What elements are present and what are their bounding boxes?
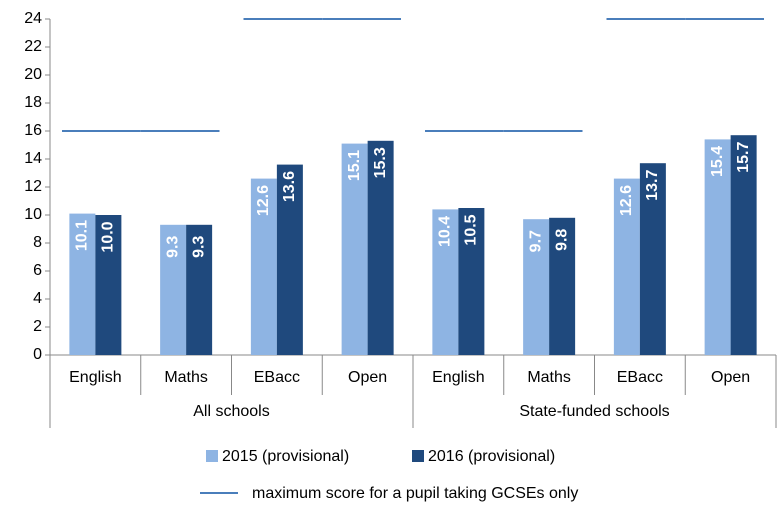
- bar: [186, 224, 213, 355]
- bar: [704, 139, 731, 355]
- value-label: 10.5: [463, 214, 480, 245]
- value-label: 15.7: [735, 142, 752, 173]
- y-tick-label: 2: [33, 318, 42, 335]
- group-label: State-funded schools: [519, 403, 669, 420]
- value-label: 15.3: [372, 147, 389, 178]
- y-tick-label: 4: [33, 290, 42, 307]
- value-label: 10.0: [100, 221, 117, 252]
- y-tick-label: 16: [24, 122, 42, 139]
- x-tick-label: Open: [711, 369, 750, 386]
- y-tick-label: 18: [24, 94, 42, 111]
- y-tick-label: 22: [24, 38, 42, 55]
- x-tick-label: Open: [348, 369, 387, 386]
- bar: [523, 219, 550, 355]
- value-label: 9.8: [553, 229, 570, 251]
- bar: [639, 163, 666, 355]
- bar: [276, 164, 303, 355]
- bar: [69, 213, 96, 355]
- y-tick-label: 6: [33, 262, 42, 279]
- y-tick-label: 12: [24, 178, 42, 195]
- bar: [341, 143, 368, 355]
- legend-swatch: [206, 450, 218, 462]
- legend-label: 2016 (provisional): [428, 448, 555, 465]
- bar: [549, 217, 576, 355]
- x-tick-label: Maths: [527, 369, 571, 386]
- value-label: 10.4: [437, 216, 454, 247]
- y-tick-label: 0: [33, 346, 42, 363]
- value-label: 13.7: [644, 170, 661, 201]
- y-tick-label: 24: [24, 10, 42, 27]
- y-tick-label: 8: [33, 234, 42, 251]
- x-tick-label: EBacc: [617, 369, 663, 386]
- value-label: 12.6: [618, 185, 635, 216]
- bar: [730, 135, 757, 355]
- value-label: 9.3: [190, 236, 207, 258]
- x-tick-label: EBacc: [254, 369, 300, 386]
- value-label: 9.7: [527, 230, 544, 252]
- bar: [95, 215, 122, 355]
- x-tick-label: English: [69, 369, 121, 386]
- value-label: 15.4: [709, 146, 726, 177]
- y-tick-label: 20: [24, 66, 42, 83]
- bar: [613, 178, 640, 355]
- value-label: 12.6: [255, 185, 272, 216]
- bar: [458, 208, 485, 355]
- legend-label: 2015 (provisional): [222, 448, 349, 465]
- value-label: 10.1: [74, 220, 91, 251]
- bar: [367, 140, 394, 355]
- value-label: 9.3: [164, 236, 181, 258]
- x-tick-label: English: [432, 369, 484, 386]
- bar: [160, 224, 187, 355]
- legend-label: maximum score for a pupil taking GCSEs o…: [252, 485, 578, 502]
- x-tick-label: Maths: [164, 369, 208, 386]
- value-label: 13.6: [281, 171, 298, 202]
- group-label: All schools: [193, 403, 269, 420]
- y-tick-label: 14: [24, 150, 42, 167]
- bar: [432, 209, 459, 355]
- y-tick-label: 10: [24, 206, 42, 223]
- legend-swatch: [412, 450, 424, 462]
- bar: [250, 178, 277, 355]
- value-label: 15.1: [346, 150, 363, 181]
